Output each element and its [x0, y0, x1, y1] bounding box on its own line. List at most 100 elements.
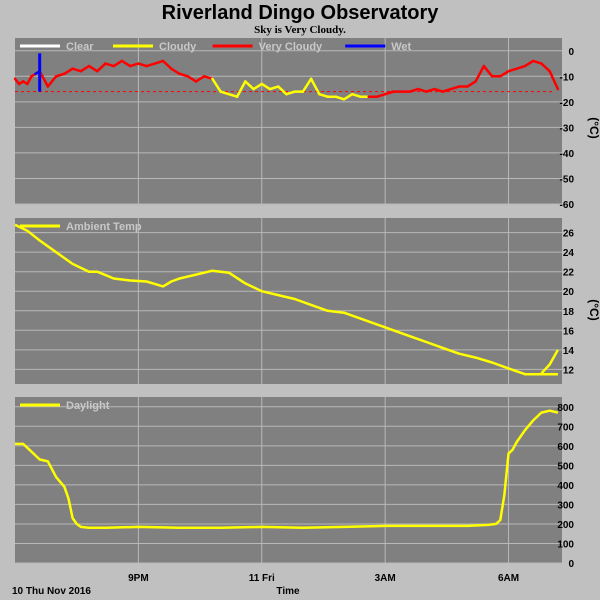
- legend-label: Clear: [66, 41, 94, 53]
- x-tick-label: 9PM: [128, 573, 149, 584]
- y-tick-label: 600: [557, 442, 574, 453]
- panel-background: [15, 397, 562, 563]
- sky-temp-segment: [161, 59, 173, 70]
- y-tick-label: 100: [557, 539, 574, 550]
- y-axis-label: (°C): [587, 117, 600, 138]
- y-tick-label: 0: [568, 47, 574, 58]
- y-tick-label: 400: [557, 481, 574, 492]
- date-label: 10 Thu Nov 2016: [12, 586, 91, 597]
- sky-temp-segment: [112, 59, 124, 68]
- sky-temp-segment: [219, 90, 231, 96]
- sky-temp-segment: [244, 80, 255, 91]
- series-line-tail: [540, 349, 559, 375]
- sky-temp-segment: [441, 87, 453, 93]
- panel-background: [15, 38, 562, 204]
- sky-temp-segment: [227, 92, 239, 98]
- sky-temp-segment: [202, 75, 214, 81]
- chart-subtitle: Sky is Very Cloudy.: [254, 24, 346, 36]
- sky-temp-segment: [408, 87, 420, 93]
- sky-temp-segment: [63, 67, 74, 76]
- sky-temp-segment: [309, 77, 321, 96]
- sky-temp-segment: [301, 77, 313, 93]
- series-line: [14, 223, 558, 376]
- sky-temp-segment: [375, 92, 387, 98]
- sky-temp-segment: [137, 62, 148, 68]
- y-tick-label: 200: [557, 520, 574, 531]
- y-tick-label: -40: [560, 149, 575, 160]
- legend-label: Wet: [391, 41, 411, 53]
- ambient-temperature-panel: Ambient Temp 26 24 22 20 18 16 14 12 (°C): [14, 218, 600, 384]
- y-tick-label: -20: [560, 98, 575, 109]
- sky-temp-segment: [128, 62, 140, 68]
- legend-label: Very Cloudy: [259, 41, 323, 53]
- sky-temp-segment: [474, 64, 486, 83]
- y-tick-label: 24: [563, 248, 575, 259]
- sky-temp-segment: [383, 90, 395, 96]
- sky-temp-segment: [334, 95, 346, 101]
- sky-temp-segment: [186, 75, 198, 83]
- sky-temp-segment: [268, 85, 280, 91]
- y-tick-label: 12: [563, 365, 575, 376]
- sky-temp-segment: [79, 64, 91, 73]
- y-tick-label: 800: [557, 403, 574, 414]
- sky-temp-segment: [26, 75, 33, 86]
- series-line: [15, 409, 559, 530]
- sky-temp-segment: [482, 64, 494, 78]
- sky-temp-segment: [499, 69, 510, 78]
- y-tick-label: 26: [563, 229, 575, 240]
- sky-temp-segment: [170, 67, 181, 76]
- sky-temp-segment: [548, 69, 560, 91]
- legend-label: Cloudy: [159, 41, 197, 53]
- x-tick-label: 6AM: [498, 573, 519, 584]
- sky-temp-segment: [178, 72, 189, 78]
- y-tick-label: 14: [563, 346, 575, 357]
- y-tick-label: -50: [560, 174, 575, 185]
- sky-temp-segment: [87, 64, 99, 73]
- sky-temp-segment: [515, 64, 527, 70]
- sky-temp-segment: [54, 72, 66, 78]
- sky-temp-segment: [46, 75, 58, 88]
- sky-temp-segment: [145, 62, 157, 68]
- chart-title: Riverland Dingo Observatory: [162, 2, 440, 24]
- sky-temp-segment: [433, 87, 444, 93]
- daylight-panel: Daylight 800 700 600 500 400 300 200 100 0: [15, 397, 574, 570]
- sky-temp-segment: [425, 87, 436, 93]
- y-tick-label: 0: [568, 559, 574, 570]
- y-tick-label: 22: [563, 268, 575, 279]
- x-axis-label: Time: [276, 586, 300, 597]
- sky-temp-segment: [104, 62, 115, 68]
- legend-label: Daylight: [66, 400, 110, 412]
- sky-temp-segment: [120, 59, 132, 68]
- sky-temp-segment: [252, 82, 264, 91]
- x-tick-label: 11 Fri: [249, 573, 275, 584]
- sky-temperature-panel: Clear Cloudy Very Cloudy Wet 0 -10 -20 -30 -40 -…: [13, 38, 600, 211]
- sky-temp-segment: [211, 77, 222, 93]
- y-axis-label: (°C): [587, 299, 600, 320]
- y-tick-label: 16: [563, 326, 575, 337]
- sky-temp-segment: [285, 90, 296, 96]
- sky-temp-segment: [540, 62, 551, 73]
- y-tick-label: 500: [557, 461, 574, 472]
- sky-temp-segment: [194, 75, 206, 83]
- sky-temp-segment: [96, 62, 107, 73]
- y-tick-label: -30: [560, 123, 575, 134]
- sky-temp-segment: [416, 87, 428, 93]
- sky-temp-segment: [350, 92, 362, 98]
- sky-temp-segment: [276, 85, 288, 96]
- y-tick-label: 20: [563, 287, 575, 298]
- sky-temp-segment: [523, 59, 535, 68]
- sky-temp-segment: [153, 59, 165, 65]
- sky-temp-segment: [466, 80, 477, 88]
- y-tick-label: 300: [557, 500, 574, 511]
- y-tick-label: 18: [563, 307, 575, 318]
- sky-temp-segment: [235, 80, 247, 98]
- legend-label: Ambient Temp: [66, 221, 142, 233]
- y-tick-label: -10: [560, 72, 575, 83]
- x-tick-label: 3AM: [375, 573, 396, 584]
- sky-temp-segment: [318, 92, 329, 98]
- sky-temp-segment: [260, 82, 272, 91]
- y-tick-label: 700: [557, 422, 574, 433]
- sky-temp-segment: [342, 92, 354, 101]
- sky-temp-segment: [449, 85, 461, 91]
